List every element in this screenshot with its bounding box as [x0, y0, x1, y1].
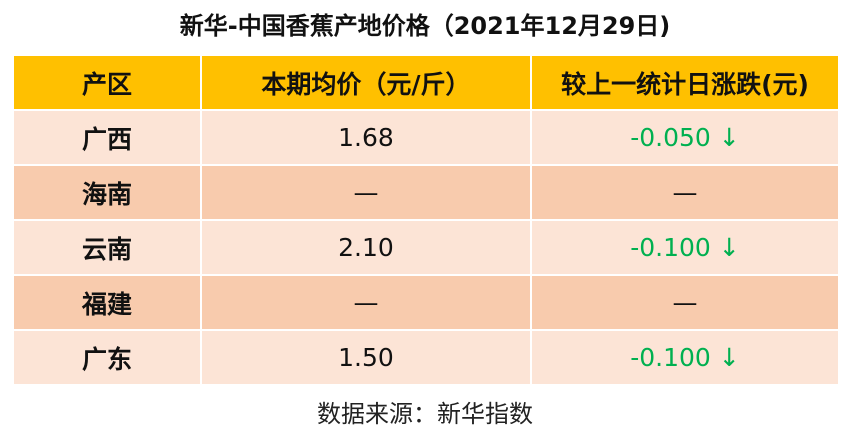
table-row: 海南 — —	[12, 164, 840, 221]
header-cell: 本期均价（元/斤）	[200, 54, 532, 111]
price-cell: 2.10	[200, 219, 532, 276]
title: 新华-中国香蕉产地价格（2021年12月29日)	[179, 12, 671, 40]
change-cell: -0.100 ↓	[530, 329, 840, 386]
region-cell: 云南	[12, 219, 202, 276]
price-cell: —	[200, 164, 532, 221]
table-row: 云南 2.10 -0.100 ↓	[12, 219, 840, 276]
header-cell: 产区	[12, 54, 202, 111]
price-cell: 1.68	[200, 109, 532, 166]
table-body: 广西 1.68 -0.050 ↓ 海南 — — 云南 2.10 -0.100 ↓ 福建 — — 广东 1.…	[12, 109, 840, 386]
table-row: 福建 — —	[12, 274, 840, 331]
region-cell: 广东	[12, 329, 202, 386]
change-cell: —	[530, 274, 840, 331]
change-cell: -0.050 ↓	[530, 109, 840, 166]
region-cell: 福建	[12, 274, 202, 331]
table-row: 广东 1.50 -0.100 ↓	[12, 329, 840, 386]
price-table: 产区 本期均价（元/斤） 较上一统计日涨跌(元) 广西 1.68 -0.050 ↓ 海南 —…	[12, 54, 840, 386]
price-cell: —	[200, 274, 532, 331]
region-cell: 海南	[12, 164, 202, 221]
header-row: 产区 本期均价（元/斤） 较上一统计日涨跌(元)	[12, 54, 840, 111]
price-cell: 1.50	[200, 329, 532, 386]
source: 数据来源：新华指数	[317, 400, 533, 428]
change-cell: —	[530, 164, 840, 221]
change-cell: -0.100 ↓	[530, 219, 840, 276]
header-cell: 较上一统计日涨跌(元)	[530, 54, 840, 111]
table-row: 广西 1.68 -0.050 ↓	[12, 109, 840, 166]
region-cell: 广西	[12, 109, 202, 166]
